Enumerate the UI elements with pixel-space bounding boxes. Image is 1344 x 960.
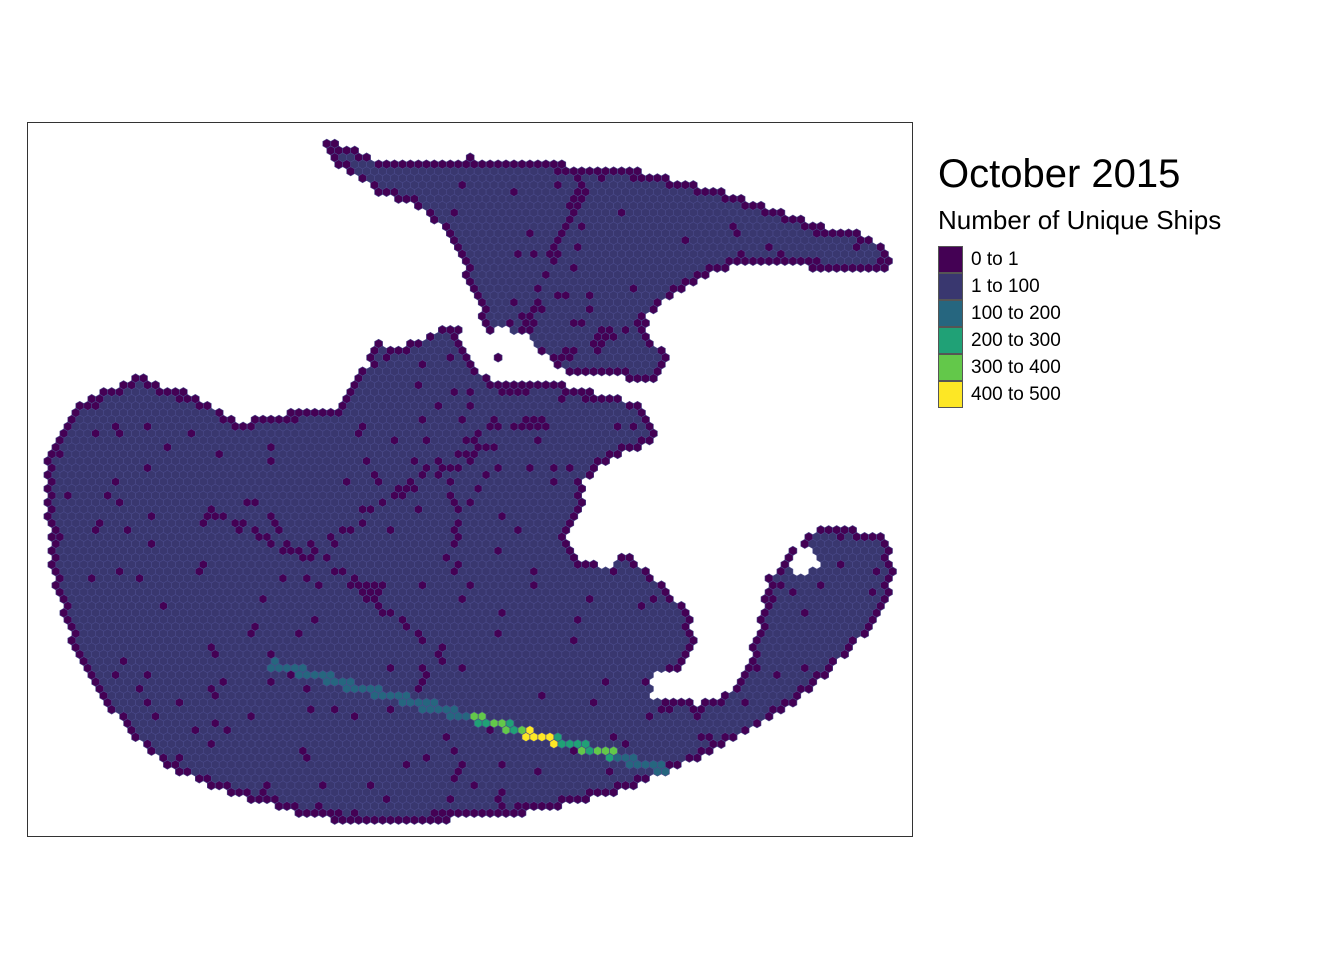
hex-cell [804, 683, 814, 694]
hex-cell [864, 262, 873, 273]
hex-cell [625, 373, 634, 384]
hex-cell [645, 435, 654, 446]
hex-cell [808, 262, 818, 273]
hex-cell [780, 256, 790, 266]
hex-cell [497, 318, 507, 329]
hex-cell [625, 442, 634, 453]
hex-cell [613, 449, 622, 460]
hex-cell [796, 256, 806, 266]
hex-cell [764, 711, 774, 722]
hex-cell [860, 628, 869, 639]
hex-cell [573, 366, 582, 377]
hex-cell [816, 262, 825, 273]
hex-cell [832, 262, 841, 273]
hex-cell [493, 352, 503, 363]
hex-cell [772, 256, 782, 266]
hex-cell [553, 359, 563, 370]
hex-cell [788, 256, 798, 266]
hex-cell [649, 373, 658, 384]
hex-cell [665, 290, 674, 301]
hex-cell [820, 670, 829, 680]
hex-cell [673, 663, 682, 674]
hex-cell [872, 262, 881, 273]
hex-cell [509, 325, 519, 335]
hex-cell [641, 373, 650, 384]
hex-cell [764, 256, 774, 266]
hex-cell [517, 325, 527, 335]
hex-cell [720, 262, 730, 273]
hex-cell [382, 187, 391, 197]
hex-cell [537, 345, 547, 356]
hex-cell [485, 325, 495, 335]
hex-cell [430, 214, 439, 225]
hex-cell [605, 366, 614, 377]
hex-cell [358, 173, 367, 184]
hex-cell [633, 373, 642, 384]
hex-cell [589, 366, 598, 377]
hex-cell [597, 366, 606, 377]
map-panel [27, 122, 913, 837]
hex-cells [43, 138, 897, 825]
hex-cell [565, 366, 575, 377]
hex-cell [402, 193, 411, 204]
hex-cell [756, 256, 766, 266]
hex-cell [394, 193, 403, 204]
hex-cell [689, 276, 698, 287]
hex-cell [748, 256, 758, 266]
hex-cell [848, 262, 857, 273]
hex-cell [752, 718, 762, 729]
hex-cell [107, 704, 116, 715]
hex-cell [732, 256, 742, 266]
hex-cell [856, 262, 865, 273]
hex-cell [824, 262, 833, 273]
hex-cell [700, 269, 710, 280]
hex-cell [649, 304, 658, 315]
hex-cell [740, 256, 750, 266]
hex-cell [677, 283, 686, 294]
hex-cell [601, 456, 610, 467]
hex-cell [657, 663, 666, 674]
hex-cell [788, 697, 798, 708]
hex-cell [712, 262, 722, 273]
hex-cell [776, 704, 786, 715]
hex-cell [800, 538, 810, 549]
hexbin-map [43, 138, 897, 825]
hex-cell [633, 442, 642, 453]
hex-cell [414, 200, 423, 211]
hex-cell [374, 187, 383, 197]
hex-cell [346, 166, 355, 177]
hex-cell [840, 649, 849, 660]
hex-cell [585, 469, 594, 480]
hex-cell [840, 262, 849, 273]
hex-cell [880, 262, 889, 273]
hex-cell [581, 366, 590, 377]
hex-cell [665, 663, 674, 674]
hex-cell [334, 159, 343, 170]
hex-cell [613, 366, 622, 377]
